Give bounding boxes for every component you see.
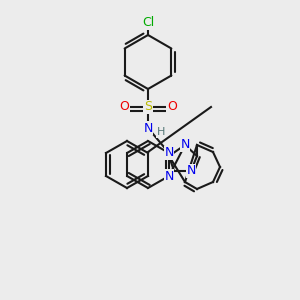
Text: N: N [180, 139, 190, 152]
Text: Cl: Cl [142, 16, 154, 29]
Text: N: N [164, 146, 174, 160]
Text: O: O [119, 100, 129, 113]
Text: N: N [186, 164, 196, 178]
Text: N: N [164, 169, 174, 182]
Text: H: H [157, 127, 165, 137]
Text: S: S [144, 100, 152, 113]
Text: N: N [143, 122, 153, 134]
Text: O: O [167, 100, 177, 113]
